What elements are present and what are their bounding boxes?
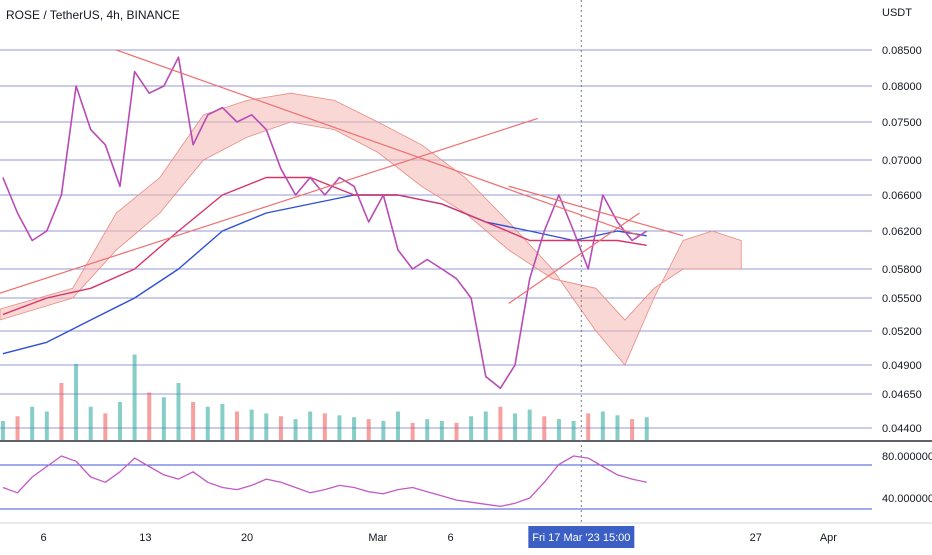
- volume-bar: [249, 409, 254, 440]
- x-tick-label: Mar: [368, 532, 387, 544]
- volume-bar: [366, 419, 371, 440]
- price-tick-label: 0.05500: [882, 293, 922, 305]
- oscillator-line: [2, 455, 647, 508]
- volume-bar: [235, 411, 240, 440]
- volume-bar: [0, 421, 5, 440]
- x-tick-label: 6: [447, 532, 453, 544]
- volume-bar: [30, 406, 35, 440]
- volume-bar: [205, 406, 210, 440]
- price-tick-label: 0.08500: [882, 45, 922, 57]
- chart-title: ROSE / TetherUS, 4h, BINANCE: [6, 8, 180, 22]
- price-line: [2, 56, 648, 389]
- price-tick-label: 0.06200: [882, 226, 922, 238]
- price-axis-unit: USDT: [882, 7, 912, 19]
- volume-bar: [469, 416, 474, 440]
- crosshair-date-badge: [528, 526, 635, 548]
- price-tick-label: 0.05800: [882, 264, 922, 276]
- volume-bar: [147, 392, 152, 440]
- volume-bar: [644, 417, 649, 440]
- volume-bar: [600, 411, 605, 440]
- volume-bar: [527, 409, 532, 440]
- volume-bar: [381, 421, 386, 440]
- trendline: [508, 212, 640, 304]
- volume-bar: [410, 422, 415, 440]
- volume-bar: [278, 416, 283, 440]
- volume-bar: [220, 403, 225, 440]
- oscillator-tick-label: 40.000000: [882, 493, 932, 505]
- price-tick-label: 0.08000: [882, 81, 922, 93]
- price-tick-label: 0.05200: [882, 326, 922, 338]
- volume-bar: [586, 413, 591, 440]
- volume-bar: [630, 419, 635, 440]
- trendline: [508, 185, 684, 237]
- volume-bar: [74, 364, 79, 440]
- volume-bar: [44, 411, 49, 440]
- price-tick-label: 0.06600: [882, 190, 922, 202]
- price-tick-label: 0.04400: [882, 423, 922, 435]
- volume-bar: [571, 421, 576, 440]
- volume-bar: [454, 422, 459, 440]
- price-tick-label: 0.04650: [882, 389, 922, 401]
- volume-bar: [513, 413, 518, 440]
- volume-bar: [483, 411, 488, 440]
- crosshair-date-label: Fri 17 Mar '23 15:00: [532, 532, 630, 544]
- oscillator-tick-label: 80.000000: [882, 451, 932, 463]
- price-tick-label: 0.07500: [882, 117, 922, 129]
- volume-bar: [103, 413, 108, 440]
- volume-bar: [191, 402, 196, 440]
- volume-bar: [161, 397, 166, 440]
- volume-bar: [132, 354, 137, 440]
- moving-average-blue-line: [2, 194, 647, 355]
- volume-bar: [395, 411, 400, 440]
- volume-bar: [556, 419, 561, 440]
- kumo-cloud: [0, 92, 742, 366]
- x-tick-label: Apr: [820, 532, 837, 544]
- volume-bar: [293, 419, 298, 440]
- volume-bar: [15, 416, 20, 440]
- x-tick-label: 27: [750, 532, 762, 544]
- volume-bar: [176, 383, 181, 440]
- volume-bar: [425, 419, 430, 440]
- x-tick-label: 13: [139, 532, 151, 544]
- trendline: [116, 49, 640, 237]
- volume-bar: [308, 411, 313, 440]
- volume-bar: [264, 413, 269, 440]
- volume-bar: [117, 402, 122, 440]
- x-tick-label: 6: [41, 532, 47, 544]
- price-tick-label: 0.04900: [882, 360, 922, 372]
- trendline: [0, 117, 538, 294]
- volume-bar: [322, 413, 327, 440]
- volume-bar: [498, 406, 503, 440]
- volume-bar: [439, 421, 444, 440]
- volume-bar: [88, 406, 93, 440]
- volume-bar: [615, 415, 620, 440]
- price-tick-label: 0.07000: [882, 155, 922, 167]
- volume-bar: [59, 383, 64, 440]
- volume-bar: [337, 415, 342, 440]
- volume-bar: [542, 416, 547, 440]
- volume-bar: [352, 417, 357, 440]
- x-tick-label: 20: [241, 532, 253, 544]
